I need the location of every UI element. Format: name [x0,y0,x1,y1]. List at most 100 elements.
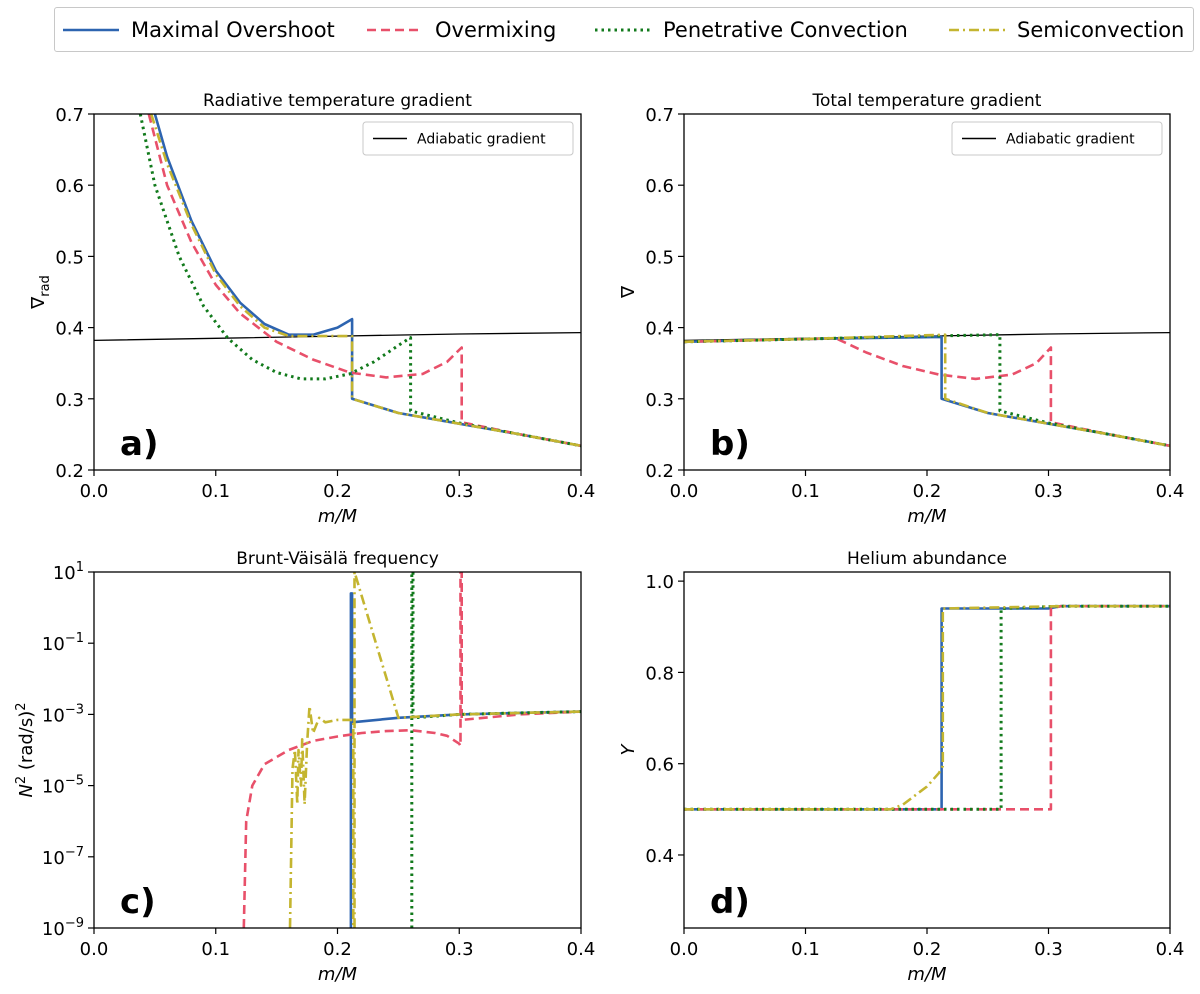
tick-base: 10 [42,848,65,869]
y-tick-label: 1.0 [645,572,674,593]
y-tick-label: 0.4 [55,319,84,340]
panel-title: Brunt-Väisälä frequency [236,549,439,569]
panel-legend-label: Adiabatic gradient [1006,132,1135,148]
series-group [684,331,1170,448]
y-tick-label: 10−9 [42,916,84,940]
legend-swatch-solid [63,28,119,31]
x-tick-label: 0.2 [913,481,942,502]
y-tick-label: 0.3 [55,390,84,411]
x-axis-label: m/M [907,506,947,527]
x-axis-label: m/M [318,964,358,985]
tick-base: 10 [42,634,65,655]
series-line-overmixing [684,604,1170,811]
x-tick-label: 0.4 [567,939,596,960]
panel-label: b) [710,424,750,464]
panel-c: Brunt-Väisälä frequency 0.0 0.1 0.2 0.3 0.4 10… [14,549,595,985]
ylabel-exponent: 2 [14,776,29,784]
series-line-overmixing [147,114,581,448]
series-line-penetrative-convection [684,604,1170,811]
tick-exponent: −3 [65,702,84,717]
y-tick-label: 0.4 [645,846,674,867]
panel-legend: Adiabatic gradient [951,121,1163,156]
y-tick-label: 10−7 [42,845,84,869]
tick-exponent: 1 [76,560,84,575]
x-tick-label: 0.1 [201,939,230,960]
tick-base: 10 [42,777,65,798]
legend-item-overmixing: Overmixing [367,8,556,51]
series-line-semiconvection [288,572,581,928]
series-line-maximal-overshoot [153,114,581,448]
series-group [684,604,1170,811]
series-line-maximal-overshoot [684,335,1170,448]
x-tick-label: 0.1 [791,939,820,960]
x-tick-label: 0.4 [567,481,596,502]
y-tick-label: 0.5 [645,247,674,268]
x-tick-label: 0.0 [80,939,109,960]
x-tick-label: 0.3 [445,481,474,502]
y-axis-label: ∇rad [28,275,53,310]
series-line-penetrative-convection [684,333,1170,448]
legend-swatch-dashdot [949,28,1005,31]
panel-title: Helium abundance [847,549,1007,569]
panel-label: d) [710,882,750,922]
panel-label: a) [120,424,158,464]
series-group [94,114,581,448]
tick-exponent: −1 [65,631,84,646]
panel-d: Helium abundance 0.0 0.1 0.2 0.3 0.4 0.4 0.6 0.8… [618,549,1184,985]
x-tick-label: 0.3 [445,939,474,960]
legend-label: Penetrative Convection [663,17,908,42]
tick-exponent: −9 [65,916,84,931]
panel-legend: Adiabatic gradient [362,121,574,156]
y-tick-label: 0.6 [645,755,674,776]
x-tick-label: 0.2 [913,939,942,960]
ylabel-n: N [16,784,37,797]
x-tick-label: 0.4 [1156,481,1185,502]
y-tick-label: 10−3 [42,702,84,726]
panel-title: Total temperature gradient [812,91,1042,111]
panel-title: Radiative temperature gradient [203,91,472,111]
ylabel-units-exponent: 2 [14,702,29,710]
panel-legend-box [362,121,574,156]
panel-legend-label: Adiabatic gradient [417,132,546,148]
tick-base: 10 [42,705,65,726]
legend-swatch-dotted [595,28,651,31]
x-tick-label: 0.1 [791,481,820,502]
tick-base: 10 [42,919,65,940]
x-tick-label: 0.2 [323,481,352,502]
x-tick-label: 0.3 [1034,939,1063,960]
tick-exponent: −7 [65,845,84,860]
series-line-semiconvection [684,333,1170,448]
axes-frame [93,113,582,471]
panel-b: Total temperature gradient 0.0 0.1 0.2 0.3 0.… [618,91,1184,527]
x-axis-label: m/M [907,964,947,985]
y-tick-label: 10−1 [42,631,84,655]
series-line-penetrative-convection [410,572,581,928]
x-tick-label: 0.3 [1034,481,1063,502]
legend-item-penetrative-convection: Penetrative Convection [595,8,908,51]
series-group [242,572,581,928]
series-line-semiconvection [684,604,1170,811]
y-tick-label: 0.8 [645,663,674,684]
x-axis-label: m/M [318,506,358,527]
ylabel-subscript: rad [38,275,53,297]
x-tick-label: 0.0 [670,481,699,502]
figure-legend: Maximal Overshoot Overmixing Penetrative… [54,7,1194,52]
legend-swatch-dashed [367,28,423,31]
y-tick-label: 0.7 [55,105,84,126]
x-tick-label: 0.4 [1156,939,1185,960]
legend-label: Maximal Overshoot [131,17,335,42]
axes-frame [683,113,1171,471]
x-tick-label: 0.0 [670,939,699,960]
y-tick-label: 0.6 [55,176,84,197]
x-tick-label: 0.0 [80,481,109,502]
panel-label: c) [120,882,156,922]
y-axis-label: N2 (rad/s)2 [14,702,37,797]
series-line-overmixing [684,336,1170,448]
y-tick-label: 0.4 [645,319,674,340]
y-tick-label: 0.5 [55,247,84,268]
x-tick-label: 0.1 [201,481,230,502]
y-tick-label: 101 [53,560,84,584]
axes-frame [683,571,1171,929]
y-tick-label: 0.2 [55,461,84,482]
